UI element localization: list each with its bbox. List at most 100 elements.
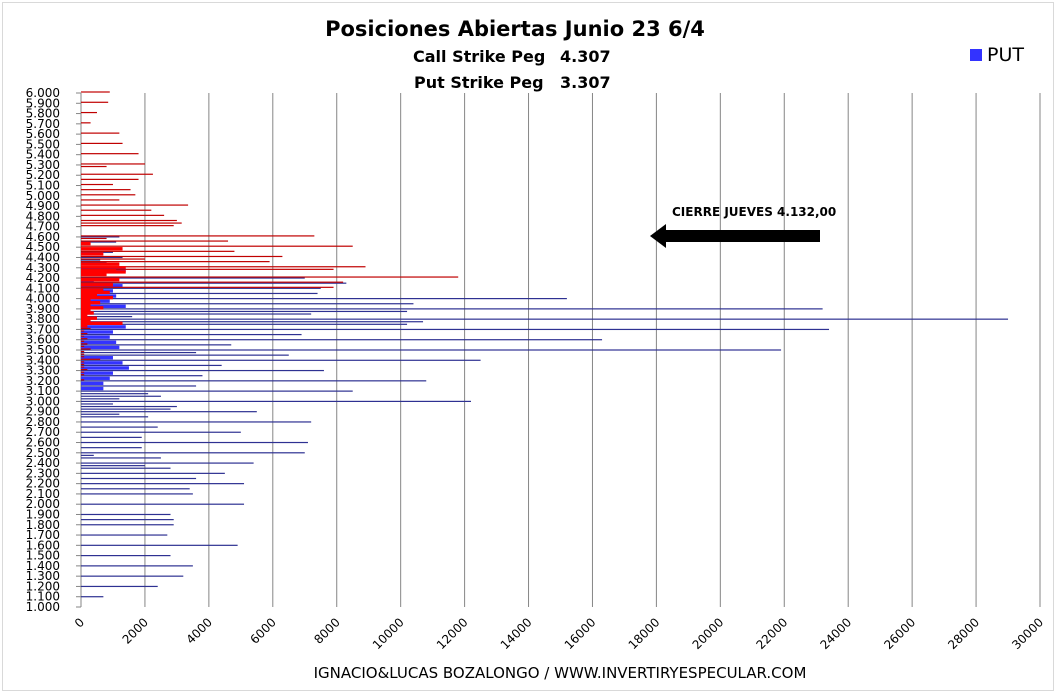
y-tick-label: 3.700 [26,322,60,336]
put-bar [81,416,149,418]
call-bar [81,350,85,353]
x-tick-label: 4000 [183,615,214,646]
y-tick-label: 3.100 [26,384,60,398]
put-bar [81,503,245,505]
y-tick-label: 4.000 [26,292,60,306]
put-bar [81,371,113,375]
call-bar [81,237,107,240]
call-bar [81,303,91,308]
call-bar [81,356,85,358]
y-tick-label: 4.300 [26,261,60,275]
x-tick-label: 0 [72,615,87,630]
call-bar [81,268,334,270]
y-tick-label: 1.100 [26,590,60,604]
put-bar [81,467,171,469]
call-strike-peg-label: Call Strike Peg [413,47,546,66]
y-tick-label: 3.600 [26,333,60,347]
put-bar [81,315,133,318]
call-bar [81,91,110,93]
call-bar [81,338,88,340]
call-bar [81,209,152,211]
put-bar [81,393,149,395]
y-tick-label: 2.000 [26,497,60,511]
call-bar [81,340,85,342]
y-tick-label: 4.800 [26,209,60,223]
call-bar [81,345,85,348]
put-bar [81,361,123,365]
x-tick-label: 6000 [247,615,278,646]
put-bar [81,436,142,438]
put-bar [81,454,94,456]
call-bar [81,214,165,216]
put-bar [81,375,203,377]
call-bar [81,183,113,186]
call-bar [81,111,97,114]
y-tick-label: 5.100 [26,179,60,193]
put-bar [81,477,197,480]
put-bar [81,318,1009,320]
put-bar [81,403,113,405]
put-bar [81,380,427,382]
call-bar [81,358,101,360]
call-bar [81,363,85,366]
put-bar [81,519,174,521]
put-bar [81,596,104,598]
put-bar [81,349,782,351]
y-tick-label: 5.400 [26,148,60,162]
put-bar [81,472,225,474]
call-bar [81,313,88,318]
y-tick-label: 1.600 [26,538,60,552]
put-bar [81,359,481,361]
put-strike-peg-value: 3.307 [560,73,611,92]
y-tick-label: 5.500 [26,137,60,151]
x-tick-label: 10000 [370,615,407,652]
call-bar [81,283,113,287]
call-bar [81,316,97,320]
call-bar [81,374,85,376]
annotation-arrow-head [650,224,666,248]
call-bar [81,371,85,373]
call-bar [81,204,189,206]
y-tick-label: 4.200 [26,271,60,285]
put-bar [81,465,145,467]
call-bar [81,290,110,295]
call-bar [81,353,85,355]
call-bar [81,225,174,227]
put-bar [81,544,238,546]
y-tick-label: 3.300 [26,364,60,378]
put-bar [81,335,110,339]
y-tick-label: 1.300 [26,569,60,583]
y-tick-label: 2.700 [26,425,60,439]
call-bar [81,262,120,266]
call-bar [81,101,109,103]
put-bar [81,259,101,261]
annotation-arrow-shaft [664,230,820,242]
x-tick-label: 2000 [120,615,151,646]
call-bar [81,335,85,337]
call-bar [81,270,126,274]
put-bar [81,565,193,567]
x-tick-label: 12000 [434,615,471,652]
y-tick-label: 5.700 [26,117,60,131]
put-bar [81,282,347,284]
x-tick-label: 14000 [498,615,535,652]
call-bar [81,142,123,144]
call-bar [81,222,182,224]
put-bar [81,408,171,410]
call-bar [81,281,344,283]
call-strike-peg-value: 4.307 [560,47,611,66]
x-tick-label: 28000 [945,615,982,652]
y-tick-label: 4.900 [26,199,60,213]
put-bar [81,555,171,557]
y-tick-label: 3.200 [26,374,60,388]
y-tick-label: 3.400 [26,353,60,367]
call-bar [81,235,315,237]
y-tick-label: 6.000 [26,86,60,100]
put-bar [81,241,117,243]
call-bar [81,301,101,305]
y-tick-label: 2.500 [26,446,60,460]
put-bar [81,488,190,490]
put-bar [81,325,126,329]
